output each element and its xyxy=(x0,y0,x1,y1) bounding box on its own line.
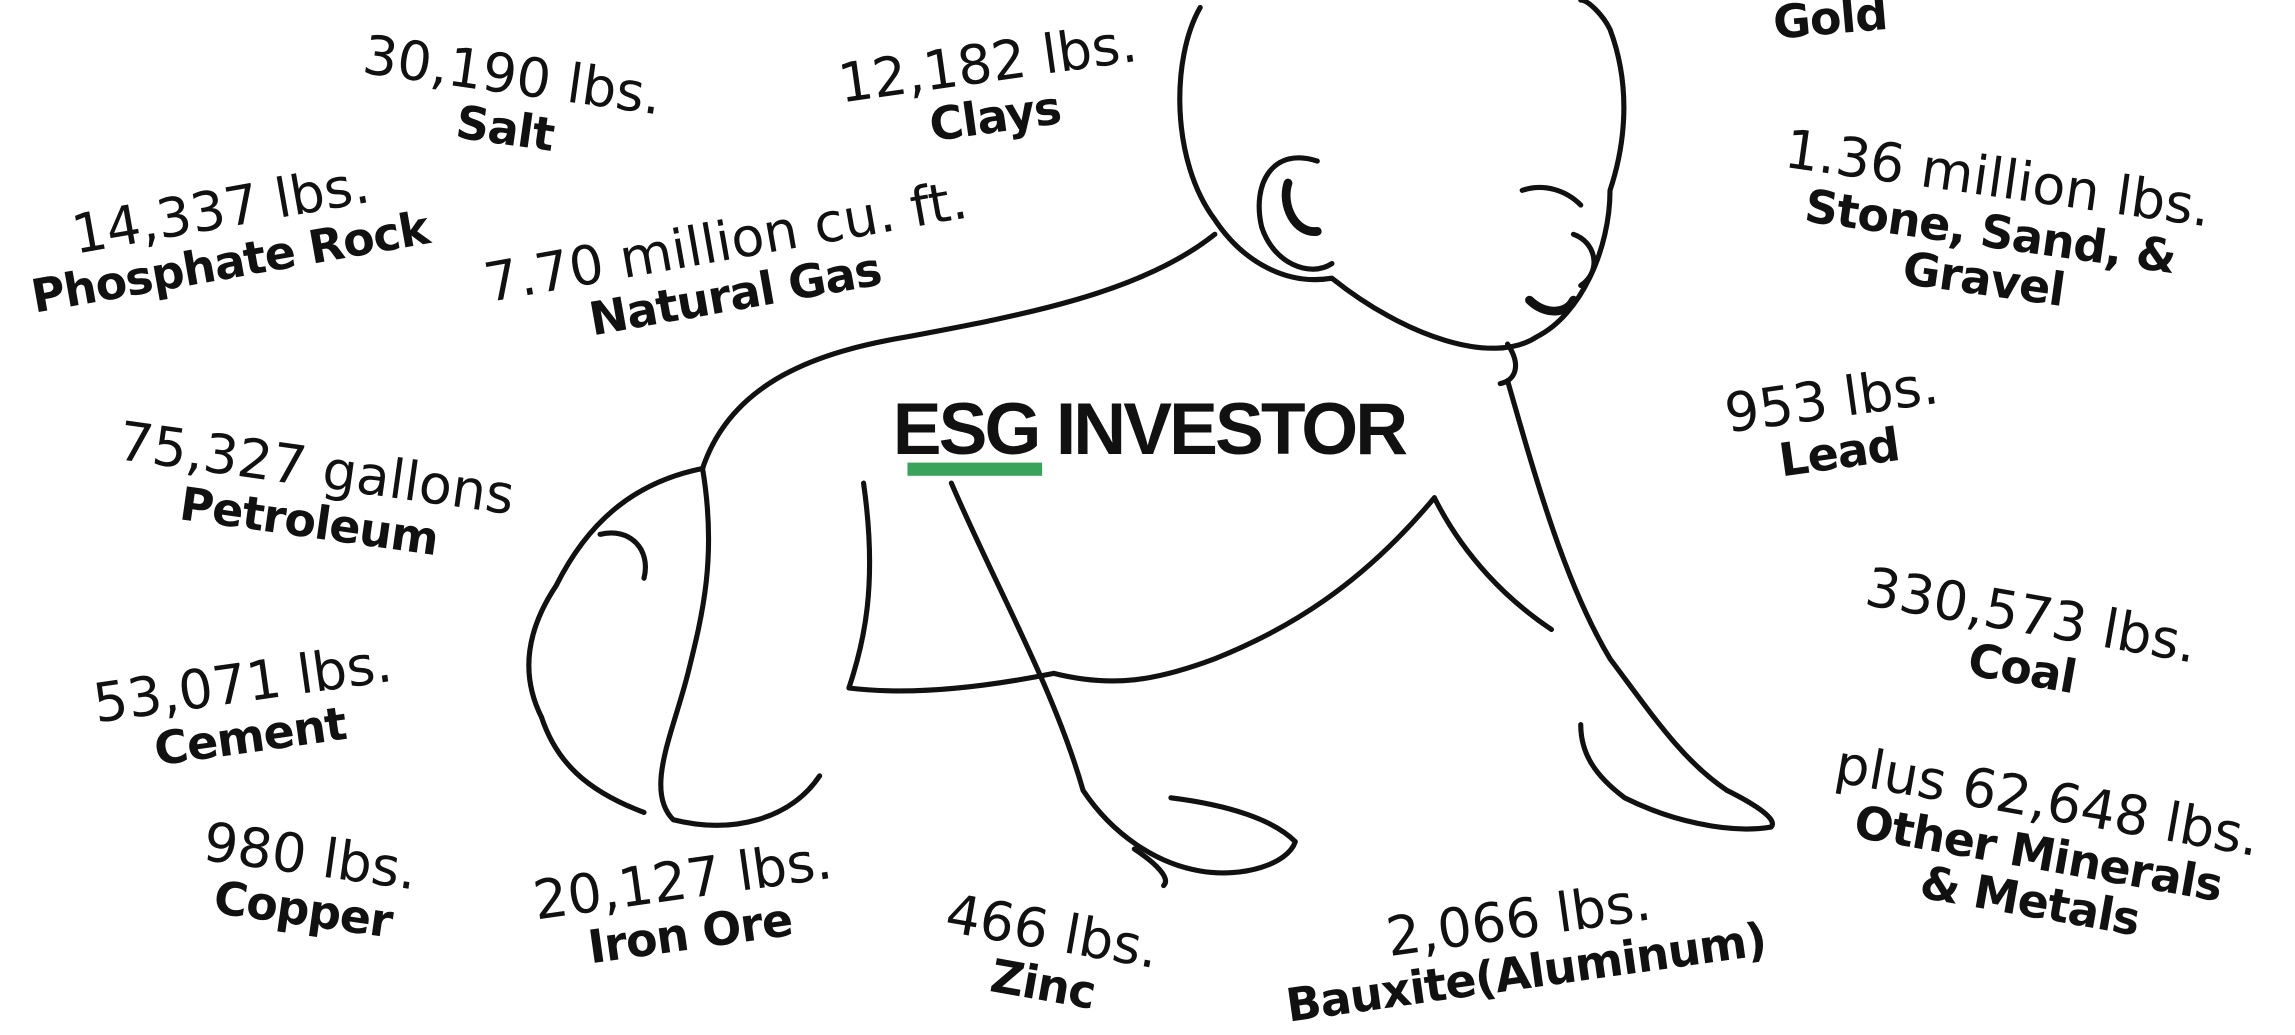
material: Gold xyxy=(1771,0,1889,47)
page: ESG INVESTOR 30,190 lbs.Salt12,182 lbs.C… xyxy=(0,0,2295,1035)
logo: ESG INVESTOR xyxy=(893,388,1408,470)
logo-underline xyxy=(907,463,1042,476)
label-group: Gold xyxy=(1771,0,1889,47)
